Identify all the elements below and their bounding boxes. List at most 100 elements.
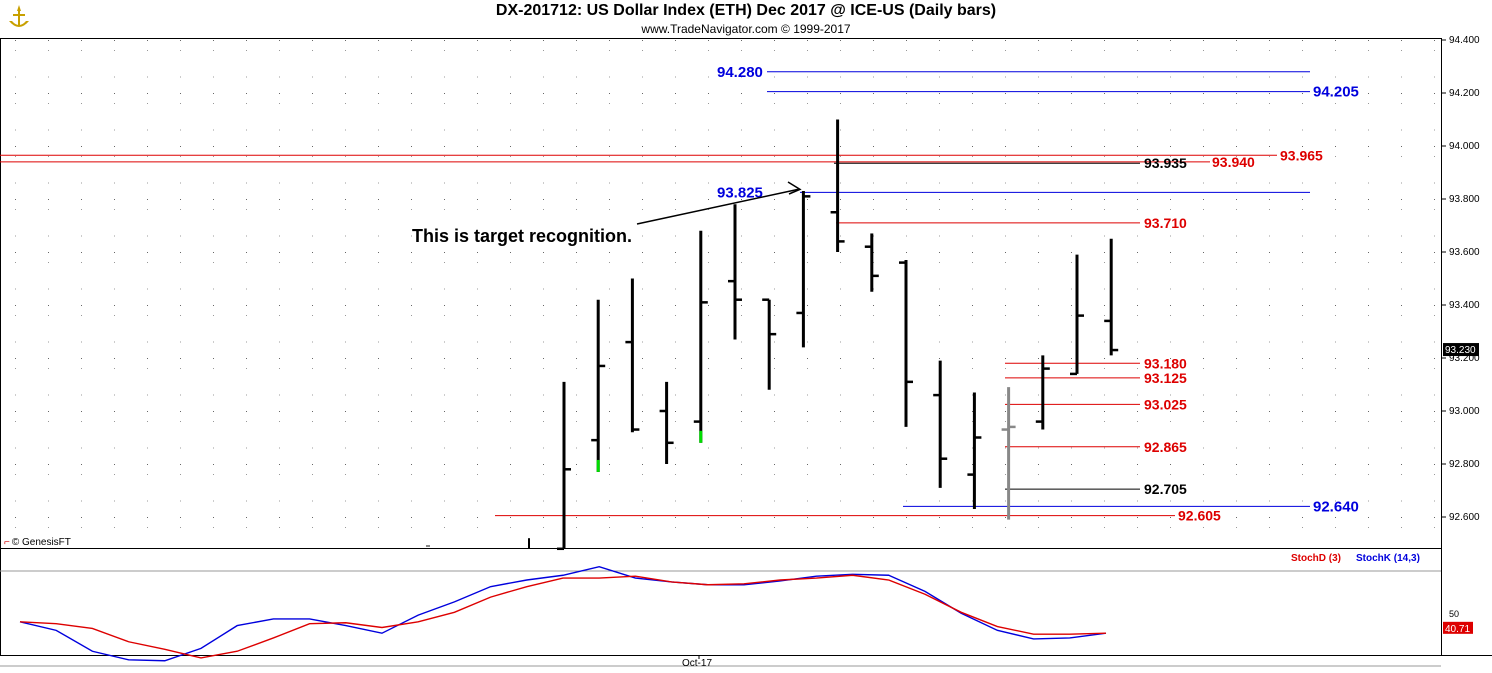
grid-dot	[807, 50, 808, 51]
grid-dot	[774, 50, 775, 51]
grid-dot	[312, 464, 313, 465]
grid-dot	[345, 199, 346, 200]
grid-dot	[972, 50, 973, 51]
grid-dot	[114, 517, 115, 518]
grid-dot	[246, 288, 247, 290]
grid-dot	[81, 527, 82, 528]
grid-dot	[774, 368, 775, 369]
grid-dot	[48, 156, 49, 157]
grid-dot	[807, 464, 808, 465]
grid-dot	[906, 103, 907, 104]
grid-dot	[1368, 315, 1369, 316]
grid-dot	[114, 464, 115, 465]
grid-dot	[444, 262, 445, 263]
grid-dot	[510, 146, 511, 147]
grid-dot	[807, 527, 808, 528]
stoch-legend-k: StochK (14,3)	[1356, 553, 1420, 564]
grid-dot	[840, 76, 841, 78]
grid-dot	[477, 464, 478, 465]
grid-dot	[510, 447, 511, 449]
grid-dot	[1071, 394, 1072, 396]
grid-dot	[345, 474, 346, 475]
grid-dot	[1368, 40, 1369, 41]
grid-dot	[774, 358, 775, 359]
grid-dot	[609, 517, 610, 518]
grid-dot	[1005, 262, 1006, 263]
grid-dot	[543, 411, 544, 412]
grid-dot	[543, 358, 544, 359]
grid-dot	[411, 421, 412, 422]
grid-dot	[675, 199, 676, 200]
grid-dot	[477, 40, 478, 41]
grid-dot	[213, 156, 214, 157]
grid-dot	[840, 474, 841, 475]
grid-dot	[1203, 76, 1204, 78]
grid-dot	[741, 464, 742, 465]
grid-dot	[345, 517, 346, 518]
grid-dot	[477, 500, 478, 502]
grid-dot	[147, 129, 148, 131]
grid-dot	[1368, 341, 1369, 343]
grid-dot	[939, 358, 940, 359]
grid-dot	[1137, 182, 1138, 184]
grid-dot	[1038, 368, 1039, 369]
grid-dot	[609, 421, 610, 422]
grid-dot	[180, 146, 181, 147]
grid-dot	[1170, 464, 1171, 465]
grid-dot	[906, 93, 907, 94]
grid-dot	[1236, 500, 1237, 502]
grid-dot	[1170, 209, 1171, 210]
grid-dot	[1236, 358, 1237, 359]
grid-dot	[972, 527, 973, 528]
grid-dot	[1302, 411, 1303, 412]
grid-dot	[807, 93, 808, 94]
grid-dot	[345, 76, 346, 78]
grid-dot	[807, 209, 808, 210]
grid-dot	[15, 500, 16, 502]
grid-dot	[774, 252, 775, 253]
grid-dot	[1071, 527, 1072, 528]
grid-dot	[1137, 394, 1138, 396]
grid-dot	[543, 500, 544, 502]
grid-dot	[1203, 146, 1204, 147]
grid-dot	[807, 411, 808, 412]
grid-dot	[246, 252, 247, 253]
grid-dot	[972, 76, 973, 78]
grid-dot	[1401, 288, 1402, 290]
grid-dot	[1137, 146, 1138, 147]
grid-dot	[609, 146, 610, 147]
grid-dot	[411, 500, 412, 502]
grid-dot	[675, 500, 676, 502]
grid-dot	[1269, 288, 1270, 290]
grid-dot	[873, 464, 874, 465]
grid-dot	[345, 500, 346, 502]
grid-dot	[444, 252, 445, 253]
grid-dot	[279, 76, 280, 78]
grid-dot	[378, 368, 379, 369]
grid-dot	[1368, 464, 1369, 465]
grid-dot	[213, 103, 214, 104]
grid-dot	[675, 288, 676, 290]
grid-dot	[378, 394, 379, 396]
grid-dot	[378, 76, 379, 78]
grid-dot	[246, 50, 247, 51]
grid-dot	[642, 358, 643, 359]
grid-dot	[708, 76, 709, 78]
grid-dot	[213, 447, 214, 449]
grid-dot	[741, 341, 742, 343]
grid-dot	[609, 182, 610, 184]
grid-dot	[807, 182, 808, 184]
grid-dot	[840, 517, 841, 518]
grid-dot	[774, 421, 775, 422]
annotation-arrow	[636, 188, 799, 225]
grid-dot	[1038, 252, 1039, 253]
grid-dot	[1335, 129, 1336, 131]
grid-dot	[246, 156, 247, 157]
grid-dot	[510, 341, 511, 343]
grid-dot	[1434, 464, 1435, 465]
grid-dot	[1269, 50, 1270, 51]
grid-dot	[147, 474, 148, 475]
grid-dot	[147, 93, 148, 94]
grid-dot	[378, 209, 379, 210]
grid-dot	[378, 129, 379, 131]
